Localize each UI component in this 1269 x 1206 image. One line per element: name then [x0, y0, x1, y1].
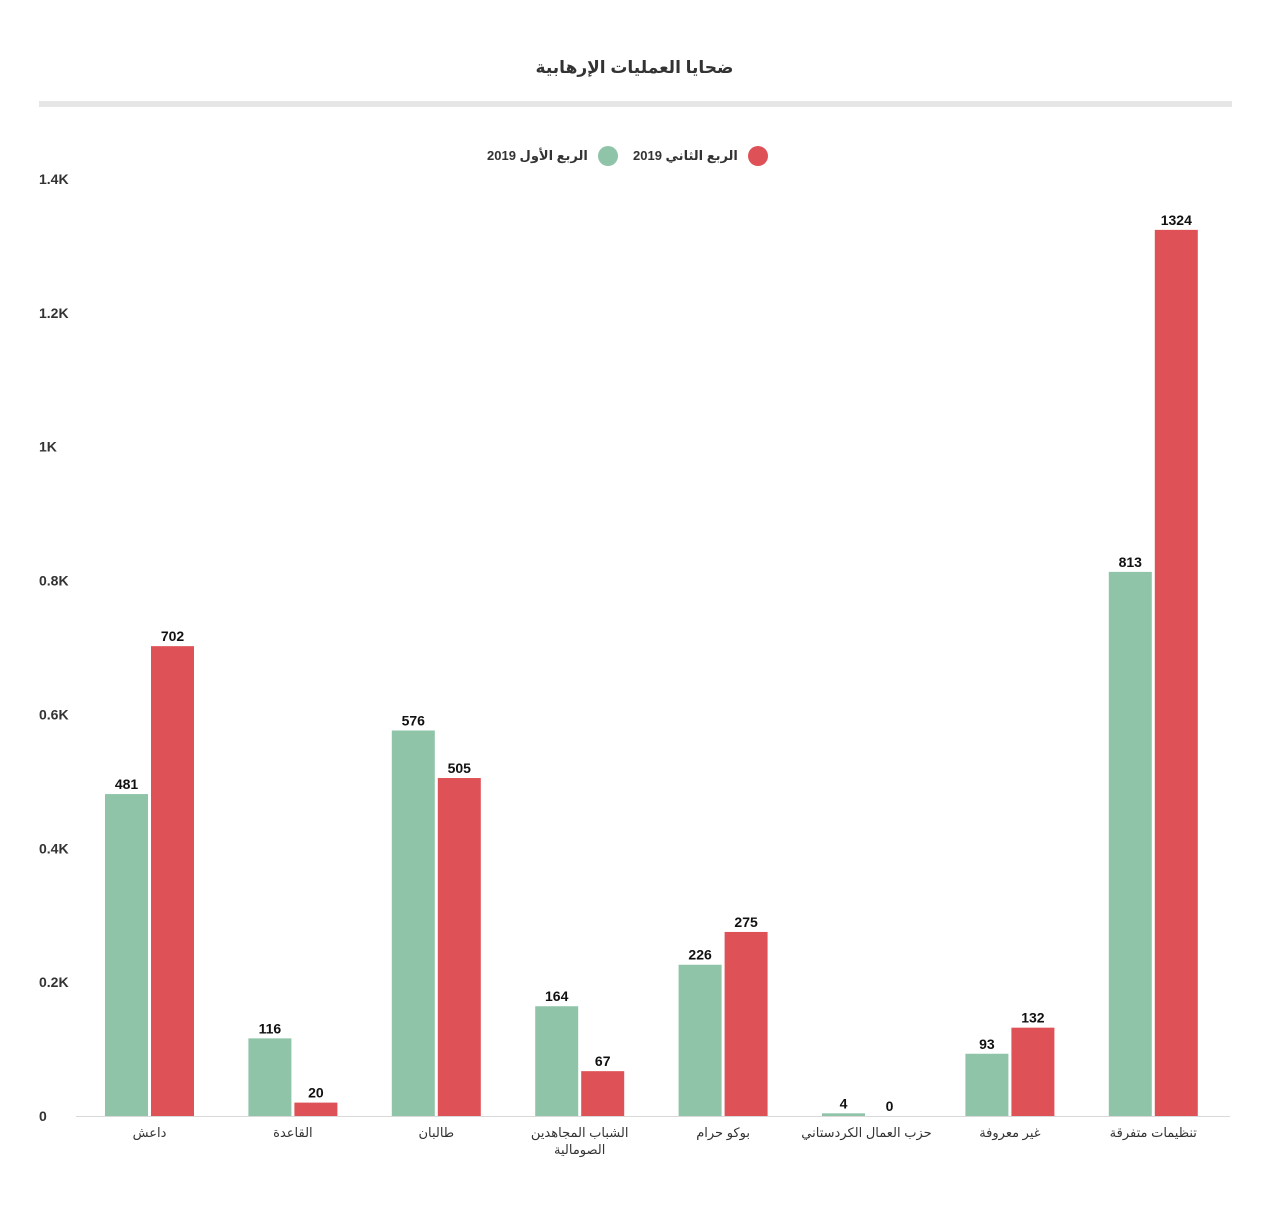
- title-divider: [39, 101, 1232, 107]
- data-label: 813: [1119, 554, 1143, 570]
- data-label: 67: [595, 1053, 611, 1069]
- x-tick-label: داعش: [133, 1125, 167, 1141]
- bar-q2[interactable]: [151, 646, 194, 1116]
- bar-q1[interactable]: [105, 794, 148, 1116]
- x-tick-label: طالبان: [418, 1125, 454, 1140]
- data-label: 93: [979, 1036, 995, 1052]
- data-label: 0: [886, 1098, 894, 1114]
- y-tick-label: 1.4K: [39, 171, 69, 187]
- bar-q1[interactable]: [1108, 571, 1152, 1116]
- legend-label-q2: الربع الثاني 2019: [633, 148, 738, 163]
- legend-label-q1: الربع الأول 2019: [487, 148, 588, 163]
- chart-title: ضحايا العمليات الإرهابية: [535, 58, 734, 77]
- legend-item-q2[interactable]: الربع الثاني 2019: [633, 146, 768, 166]
- y-tick-label: 0.2K: [39, 974, 69, 990]
- data-label: 505: [448, 760, 472, 776]
- x-tick-label: الشباب المجاهدين: [531, 1125, 629, 1141]
- bar-q2[interactable]: [581, 1071, 625, 1116]
- bar-q2[interactable]: [724, 931, 768, 1116]
- data-label: 226: [688, 947, 712, 963]
- bar-q2[interactable]: [294, 1102, 338, 1116]
- x-tick-label: غير معروفة: [979, 1125, 1041, 1141]
- x-tick-label: القاعدة: [273, 1125, 313, 1140]
- x-tick-label: تنظيمات متفرقة: [1110, 1125, 1198, 1141]
- data-label: 20: [308, 1085, 324, 1101]
- bar-q1[interactable]: [535, 1006, 579, 1116]
- y-tick-label: 0.6K: [39, 706, 69, 722]
- legend-swatch-q1: [597, 146, 618, 166]
- data-label: 702: [161, 628, 185, 644]
- legend-item-q1[interactable]: الربع الأول 2019: [487, 146, 618, 166]
- y-tick-label: 0.8K: [39, 573, 69, 589]
- legend-swatch-q2: [747, 146, 768, 166]
- bar-q2[interactable]: [437, 778, 481, 1116]
- bar-q1[interactable]: [248, 1038, 292, 1116]
- bar-q2[interactable]: [1011, 1027, 1055, 1116]
- y-tick-label: 1.2K: [39, 305, 69, 321]
- data-label: 576: [402, 712, 426, 728]
- data-label: 1324: [1161, 212, 1192, 228]
- y-tick-label: 0.4K: [39, 840, 69, 856]
- x-tick-label: بوكو حرام: [696, 1125, 750, 1141]
- bar-q1[interactable]: [965, 1053, 1009, 1116]
- data-label: 275: [734, 914, 758, 930]
- data-label: 116: [259, 1020, 282, 1036]
- data-label: 164: [545, 988, 569, 1004]
- x-tick-label: حزب العمال الكردستاني: [801, 1125, 931, 1141]
- data-label: 132: [1021, 1010, 1045, 1026]
- y-tick-label: 0: [39, 1108, 47, 1124]
- bar-q1[interactable]: [678, 964, 722, 1116]
- bar-q1[interactable]: [391, 730, 435, 1116]
- bar-q2[interactable]: [1154, 229, 1198, 1116]
- x-tick-label: الصومالية: [554, 1142, 605, 1158]
- data-label: 4: [840, 1095, 848, 1111]
- bar-q1[interactable]: [822, 1113, 865, 1116]
- data-label: 481: [115, 776, 139, 792]
- y-tick-label: 1K: [39, 439, 57, 455]
